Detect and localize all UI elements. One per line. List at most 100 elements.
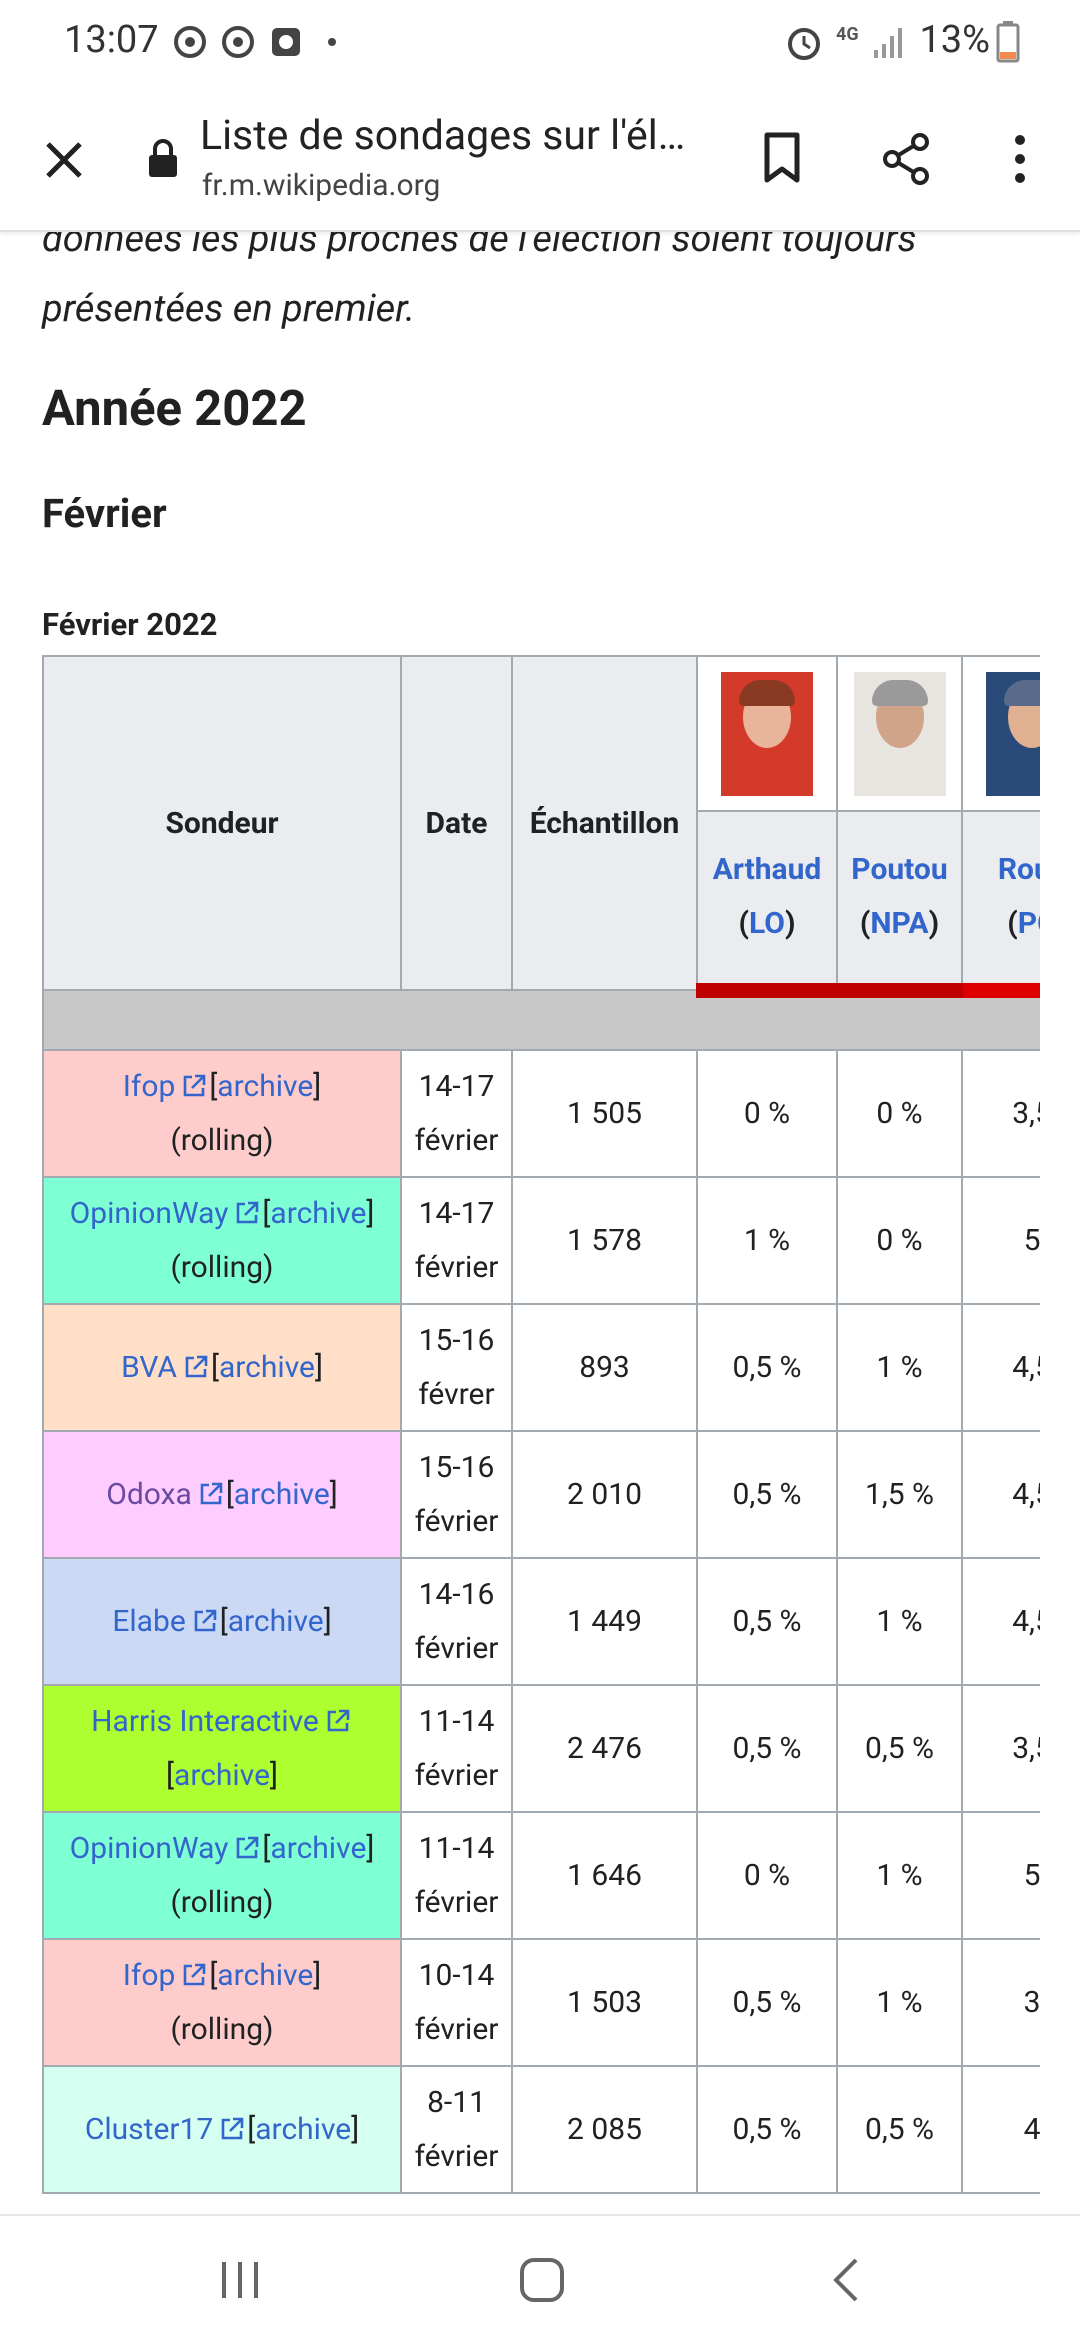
candidate-photo[interactable] [721, 671, 813, 796]
pollster-line: Ifop [archive] [123, 1958, 321, 1993]
pollster-line: Ifop [archive] [123, 1069, 321, 1104]
candidate-photo[interactable] [986, 671, 1040, 796]
candidate-header: Rous (PC [961, 810, 1040, 998]
sample-cell: 1 578 [511, 1176, 698, 1305]
sample-cell: 1 449 [511, 1557, 698, 1686]
page-url[interactable]: fr.m.wikipedia.org [202, 168, 441, 203]
archive-link[interactable]: archive [217, 1068, 314, 1104]
bracket: ] [269, 1757, 278, 1793]
archive-link[interactable]: archive [174, 1757, 270, 1793]
candidate-photo[interactable] [853, 671, 946, 796]
page-title[interactable]: Liste de sondages sur l'él… [200, 112, 686, 160]
archive-link[interactable]: archive [255, 2111, 352, 2147]
photo-hair [739, 679, 795, 706]
archive-link[interactable]: archive [218, 1349, 315, 1385]
candidate-link[interactable]: Poutou [851, 852, 948, 888]
section-heading: Année 2022 [42, 380, 307, 437]
pollster-link[interactable]: Cluster17 [84, 2111, 214, 2147]
external-link-icon [237, 1201, 259, 1223]
bracket: ] [313, 1068, 322, 1104]
pollster-line: Elabe [archive] [112, 1604, 331, 1639]
archive: [archive] [166, 1758, 278, 1793]
poll-row: Ifop [archive] (rolling) 10-14 février 1 503… [42, 1938, 1040, 2067]
pollster-link[interactable]: Harris Interactive [91, 1703, 319, 1739]
value-cell: 3,5 [961, 1049, 1040, 1178]
recents-button[interactable] [218, 2260, 262, 2300]
candidate-photo-cell [961, 655, 1040, 812]
archive-link[interactable]: archive [227, 1603, 324, 1639]
poll-row: Harris Interactive [archive] 11-14 février… [42, 1684, 1040, 1813]
value-cell: 0,5 % [696, 1303, 838, 1432]
poll-row: Odoxa [archive] 15-16 février 2 010 0,5 % 1,5… [42, 1430, 1040, 1559]
bracket: ) [928, 906, 940, 942]
menu-button[interactable] [1008, 132, 1032, 186]
navigation-bar [0, 2214, 1080, 2340]
close-button[interactable] [42, 138, 86, 182]
pollster-link[interactable]: Ifop [122, 1957, 176, 1993]
table-caption: Février 2022 [42, 606, 218, 643]
date-cell: 11-14 février [400, 1811, 513, 1940]
pollster-link[interactable]: OpinionWay [69, 1830, 229, 1866]
photo-hair [871, 679, 928, 706]
candidate-photo-cell [836, 655, 963, 812]
archive-link[interactable]: archive [233, 1476, 330, 1512]
photo-hair [1004, 679, 1040, 706]
alarm-icon [788, 28, 820, 60]
pollster-link[interactable]: Ifop [122, 1068, 176, 1104]
date-cell: 8-11 février [400, 2065, 513, 2194]
sample-cell: 2 010 [511, 1430, 698, 1559]
value-cell: 0,5 % [696, 1684, 838, 1813]
candidate-link[interactable]: Arthaud [712, 852, 822, 888]
value-cell: 1 % [836, 1938, 963, 2067]
pollster-cell: OpinionWay [archive] (rolling) [42, 1176, 402, 1305]
archive: [archive] [209, 1069, 321, 1104]
value-cell: 1 % [836, 1811, 963, 1940]
pollster-line: OpinionWay [archive] [70, 1831, 375, 1866]
archive: [archive] [211, 1350, 323, 1385]
archive-link[interactable]: archive [217, 1957, 314, 1993]
pollster-link[interactable]: OpinionWay [69, 1195, 229, 1231]
value-cell: 5 [961, 1176, 1040, 1305]
value-cell: 0,5 % [836, 2065, 963, 2194]
bookmark-button[interactable] [762, 132, 802, 184]
pollster-link[interactable]: Odoxa [106, 1476, 192, 1512]
bracket: [ [166, 1757, 174, 1793]
archive: [archive] [247, 2112, 359, 2147]
bracket: [ [219, 1603, 228, 1639]
value-cell: 4,5 [961, 1303, 1040, 1432]
value-cell: 4,5 [961, 1557, 1040, 1686]
bracket: [ [209, 1068, 218, 1104]
bracket: ( [1007, 906, 1018, 942]
party-link[interactable]: NPA [870, 906, 929, 942]
bracket: [ [262, 1195, 271, 1231]
column-header: Sondeur [42, 655, 402, 991]
header-row: Sondeur Date Échantillon [42, 655, 1040, 991]
home-button[interactable] [518, 2256, 566, 2304]
value-cell: 1 % [836, 1303, 963, 1432]
pollster-link[interactable]: Elabe [112, 1603, 186, 1639]
share-button[interactable] [880, 132, 934, 186]
value-cell: 3 [961, 1938, 1040, 2067]
external-link-icon [184, 1074, 206, 1096]
back-button[interactable] [830, 2256, 862, 2304]
party-link[interactable]: PC [1017, 906, 1040, 942]
pollster-link[interactable]: BVA [121, 1349, 177, 1385]
archive: [archive] [262, 1831, 374, 1866]
external-link-icon [185, 1355, 208, 1377]
party-link[interactable]: LO [748, 906, 785, 942]
signal-icon [874, 28, 902, 58]
external-link-icon [184, 1963, 206, 1985]
notification-icons [174, 26, 336, 58]
candidate-link[interactable]: Rous [997, 852, 1040, 888]
sample-cell: 1 505 [511, 1049, 698, 1178]
archive-link[interactable]: archive [270, 1830, 367, 1866]
table-scroll[interactable]: Sondeur Date Échantillon Arthaud (LO) Poutou(… [42, 655, 1040, 2214]
archive-link[interactable]: archive [270, 1195, 367, 1231]
date-cell: 11-14 février [400, 1684, 513, 1813]
pollster-cell: Ifop [archive] (rolling) [42, 1049, 402, 1178]
value-cell: 0 % [696, 1049, 838, 1178]
external-link-icon [327, 1709, 350, 1731]
sample-cell: 2 476 [511, 1684, 698, 1813]
